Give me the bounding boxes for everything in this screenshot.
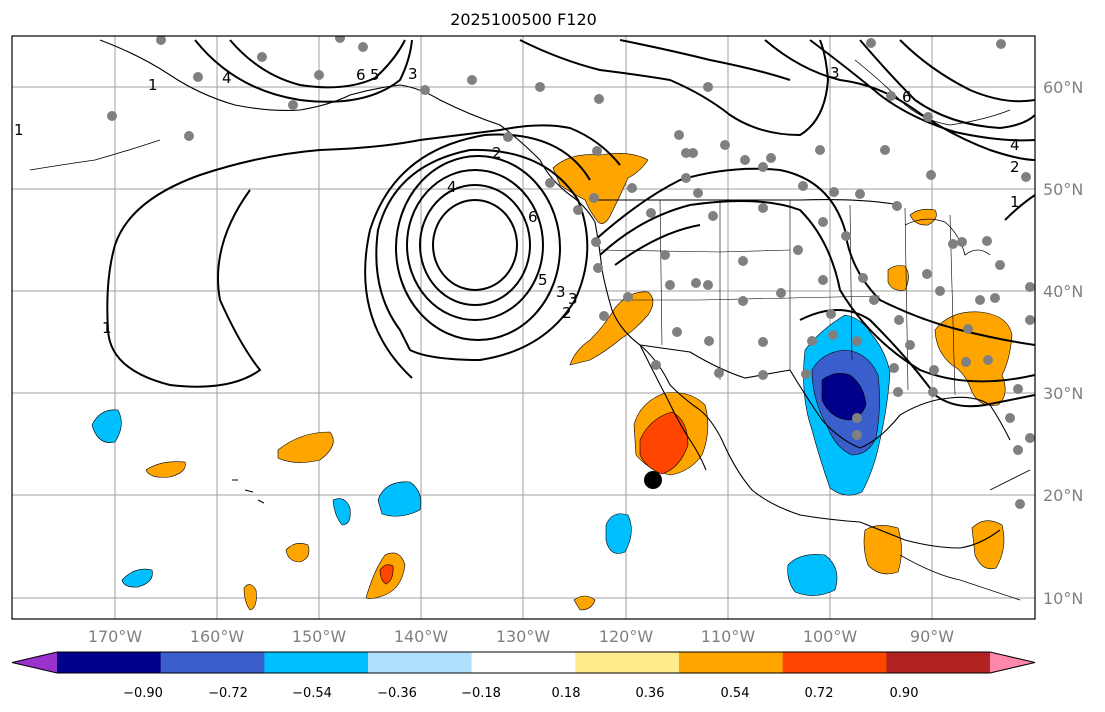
colorbar-swatch: [57, 652, 162, 673]
lon-tick-label: 140°W: [394, 627, 449, 646]
fill-orange-pnw: [552, 153, 649, 224]
lon-tick-label: 90°W: [910, 627, 954, 646]
contour-label: 2: [562, 304, 572, 322]
contour-label: 3: [556, 283, 566, 301]
fill-lightblue-p2: [377, 481, 422, 517]
contour-label: 2: [1010, 158, 1020, 176]
colorbar-tick-label: 0.90: [890, 686, 919, 701]
contour-label: 1: [1010, 193, 1020, 211]
lon-tick-labels: 170°W 160°W 150°W 140°W 130°W 120°W 110°…: [88, 627, 954, 646]
map-title: 2025100500 F120: [450, 10, 597, 29]
colorbar-tick-label: −0.54: [292, 686, 332, 701]
colorbar: [11, 651, 1036, 674]
lon-tick-label: 160°W: [190, 627, 245, 646]
contour-label: 1: [14, 121, 24, 139]
contour-label: 5: [370, 66, 380, 84]
contour-label: 3: [568, 290, 578, 308]
fill-lightblue-p4: [121, 568, 153, 588]
fill-lightblue-hi1: [91, 409, 122, 443]
anomaly-fills: [91, 153, 1013, 611]
colorbar-tick-label: −0.36: [377, 686, 417, 701]
colorbar-tick-label: −0.90: [123, 686, 163, 701]
fill-darkblue-tx: [821, 373, 867, 421]
fill-orange-p5: [243, 584, 257, 611]
colorbar-tick-labels: −0.90 −0.72 −0.54 −0.36 −0.18 0.18 0.36 …: [123, 686, 918, 701]
fill-orange-mw: [887, 265, 909, 291]
colorbar-swatch: [471, 652, 576, 673]
colorbar-tick-label: 0.72: [805, 686, 834, 701]
fill-lightblue-p6: [787, 554, 838, 596]
fill-lightblue-p3: [332, 498, 351, 526]
lon-tick-label: 150°W: [292, 627, 347, 646]
colorbar-tick-label: −0.72: [208, 686, 248, 701]
fill-orange-ca: [569, 291, 654, 366]
contour-label: 5: [538, 271, 548, 289]
colorbar-tick-label: 0.54: [721, 686, 750, 701]
map-frame: [11, 35, 1036, 620]
station-dots: [107, 36, 1035, 509]
contour-label: 4: [222, 69, 232, 87]
contour-label: 4: [1010, 136, 1020, 154]
lon-tick-label: 120°W: [599, 627, 654, 646]
contour-label: 6: [528, 208, 538, 226]
fill-orange-p3: [285, 543, 310, 563]
contour-label: 3: [830, 64, 840, 82]
lat-tick-label: 60°N: [1043, 78, 1083, 97]
contour-label: 1: [148, 76, 158, 94]
fill-orange-gl: [909, 208, 937, 226]
colorbar-swatch: [575, 652, 680, 673]
colorbar-swatch: [886, 652, 991, 673]
fill-red-p4: [379, 564, 394, 585]
fill-orange-p2: [277, 431, 334, 463]
storm-center-marker: [644, 471, 662, 489]
lat-tick-label: 40°N: [1043, 282, 1083, 301]
colorbar-swatch: [679, 652, 784, 673]
colorbar-extend-high: [990, 652, 1035, 673]
colorbar-swatch: [264, 652, 369, 673]
contour-label: 6: [902, 88, 912, 106]
colorbar-tick-label: 0.18: [552, 686, 581, 701]
fill-red-baja: [639, 411, 689, 475]
contour-label: 6: [356, 66, 366, 84]
lon-tick-label: 170°W: [88, 627, 143, 646]
fill-lightblue-p5: [605, 513, 632, 554]
lat-tick-labels: 60°N 50°N 40°N 30°N 20°N 10°N: [1043, 78, 1083, 608]
colorbar-swatch: [368, 652, 473, 673]
lat-tick-label: 10°N: [1043, 589, 1083, 608]
contour-label: 2: [492, 144, 502, 162]
colorbar-swatch: [782, 652, 887, 673]
contour-label-group: 1 4 6 5 3 2 6 5 3 1 4 3 6 4 2 1 3 2 1: [14, 64, 1020, 337]
lon-tick-label: 100°W: [803, 627, 858, 646]
lat-tick-label: 20°N: [1043, 486, 1083, 505]
colorbar-outline: [11, 651, 1036, 674]
colorbar-swatch: [160, 652, 265, 673]
lon-tick-label: 130°W: [496, 627, 551, 646]
colorbar-tick-label: −0.18: [461, 686, 501, 701]
contour-label: 1: [102, 319, 112, 337]
colorbar-tick-label: 0.36: [636, 686, 665, 701]
lat-tick-label: 30°N: [1043, 384, 1083, 403]
contours: [106, 39, 1035, 408]
contour-label: 3: [408, 65, 418, 83]
lat-tick-label: 50°N: [1043, 180, 1083, 199]
fill-orange-p1: [145, 461, 186, 478]
colorbar-extend-low: [12, 652, 57, 673]
contour-label: 4: [447, 178, 457, 196]
lon-tick-label: 110°W: [701, 627, 756, 646]
fill-orange-p6: [573, 595, 596, 611]
fill-orange-ca1: [863, 525, 902, 575]
